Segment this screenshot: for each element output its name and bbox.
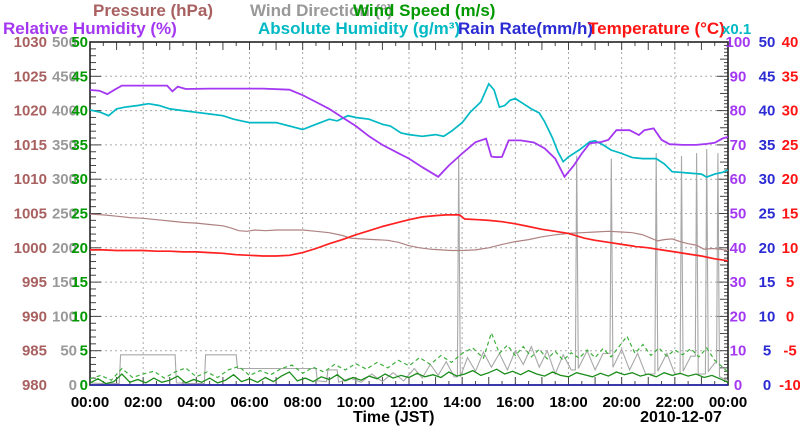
series-temperature — [90, 214, 729, 262]
ytick-relative_humidity: 60 — [730, 171, 747, 188]
ytick-pressure: 985 — [22, 343, 47, 360]
ytick-wind_direction: 250 — [52, 206, 77, 223]
ytick-relative_humidity: 30 — [730, 274, 747, 291]
xtick-time: 20:00 — [602, 394, 640, 411]
ytick-relative_humidity: 90 — [730, 68, 747, 85]
xtick-time: 02:00 — [124, 394, 162, 411]
ytick-pressure: 980 — [22, 377, 47, 394]
ytick-rain_rate: 10 — [759, 308, 776, 325]
legend-temperature: Temperature (°C) — [588, 19, 725, 38]
ytick-temperature: 25 — [782, 137, 799, 154]
series-wind_speed — [89, 368, 729, 385]
ytick-pressure: 1005 — [14, 206, 47, 223]
xtick-time: 04:00 — [177, 394, 215, 411]
ytick-temperature: 5 — [786, 274, 794, 291]
ytick-relative_humidity: 0 — [734, 377, 742, 394]
ytick-wind_direction: 400 — [52, 103, 77, 120]
ytick-wind_speed: 45 — [71, 68, 88, 85]
ytick-temperature: 10 — [782, 240, 799, 257]
ytick-temperature: 15 — [782, 206, 799, 223]
series-relative_humidity — [89, 84, 729, 179]
series-wind_direction — [89, 148, 729, 385]
xtick-time: 12:00 — [390, 394, 428, 411]
ytick-wind_direction: 100 — [52, 308, 77, 325]
series-pressure — [89, 213, 729, 252]
ytick-temperature: 30 — [782, 103, 799, 120]
ytick-wind_speed: 10 — [71, 308, 88, 325]
ytick-pressure: 1025 — [14, 68, 47, 85]
xtick-time: 18:00 — [549, 394, 587, 411]
xtick-time: 08:00 — [283, 394, 321, 411]
ytick-rain_rate: 35 — [759, 137, 776, 154]
ytick-temperature: -5 — [783, 343, 796, 360]
ytick-pressure: 1020 — [14, 103, 47, 120]
series-absolute_humidity — [89, 82, 729, 179]
ytick-wind_direction: 450 — [52, 68, 77, 85]
ytick-rain_rate: 5 — [763, 343, 771, 360]
ytick-wind_speed: 35 — [71, 137, 88, 154]
xtick-time: 10:00 — [337, 394, 375, 411]
ytick-wind_speed: 20 — [71, 240, 88, 257]
ytick-pressure: 1015 — [14, 137, 47, 154]
ytick-temperature: -10 — [779, 377, 800, 394]
ytick-wind_speed: 15 — [71, 274, 88, 291]
legend-scale-note: x0.1 — [722, 21, 752, 38]
ytick-rain_rate: 20 — [759, 240, 776, 257]
xtick-time: 22:00 — [656, 394, 694, 411]
legend-relative-humidity: Relative Humidity (%) — [3, 19, 177, 38]
ytick-rain_rate: 25 — [759, 206, 776, 223]
ytick-wind_speed: 40 — [71, 103, 88, 120]
legend-wind-speed: Wind Speed (m/s) — [353, 1, 496, 20]
ytick-wind_direction: 50 — [60, 343, 77, 360]
ytick-relative_humidity: 50 — [730, 206, 747, 223]
ytick-pressure: 990 — [22, 308, 47, 325]
ytick-rain_rate: 50 — [759, 34, 776, 51]
ytick-wind_direction: 300 — [52, 171, 77, 188]
ytick-relative_humidity: 70 — [730, 137, 747, 154]
ytick-rain_rate: 45 — [759, 68, 776, 85]
xtick-time: 14:00 — [443, 394, 481, 411]
ytick-rain_rate: 0 — [763, 377, 771, 394]
ytick-wind_direction: 150 — [52, 274, 77, 291]
xtick-time: 16:00 — [496, 394, 534, 411]
ytick-pressure: 1000 — [14, 240, 47, 257]
ytick-wind_direction: 500 — [52, 34, 77, 51]
ytick-temperature: 20 — [782, 171, 799, 188]
ytick-relative_humidity: 80 — [730, 103, 747, 120]
ytick-relative_humidity: 40 — [730, 240, 747, 257]
xtick-time: 00:00 — [71, 394, 109, 411]
series-wind_speed_gust — [89, 331, 729, 381]
ytick-relative_humidity: 10 — [730, 343, 747, 360]
ytick-temperature: 40 — [782, 34, 799, 51]
xtick-time: 06:00 — [230, 394, 268, 411]
legend-wind-direction: Wind Direction (°) — [250, 1, 393, 20]
ytick-wind_speed: 25 — [71, 206, 88, 223]
ytick-relative_humidity: 20 — [730, 308, 747, 325]
ytick-relative_humidity: 100 — [725, 34, 750, 51]
xtick-time: 00:00 — [709, 394, 747, 411]
ytick-wind_speed: 30 — [71, 171, 88, 188]
ytick-wind_direction: 0 — [69, 377, 77, 394]
ytick-temperature: 0 — [786, 308, 794, 325]
legend-absolute-humidity: Absolute Humidity (g/m³) — [258, 19, 461, 38]
ytick-wind_direction: 350 — [52, 137, 77, 154]
ytick-wind_speed: 0 — [80, 377, 88, 394]
legend-pressure: Pressure (hPa) — [93, 1, 213, 20]
ytick-wind_speed: 5 — [80, 343, 88, 360]
x-axis-date: 2010-12-07 — [640, 409, 722, 426]
ytick-rain_rate: 40 — [759, 103, 776, 120]
legend-rain-rate: Rain Rate(mm/h) — [458, 19, 594, 38]
ytick-pressure: 1010 — [14, 171, 47, 188]
ytick-wind_speed: 50 — [71, 34, 88, 51]
ytick-pressure: 1030 — [14, 34, 47, 51]
ytick-rain_rate: 15 — [759, 274, 776, 291]
ytick-wind_direction: 200 — [52, 240, 77, 257]
ytick-pressure: 995 — [22, 274, 47, 291]
ytick-rain_rate: 30 — [759, 171, 776, 188]
ytick-temperature: 35 — [782, 68, 799, 85]
x-axis-title: Time (JST) — [353, 409, 435, 426]
